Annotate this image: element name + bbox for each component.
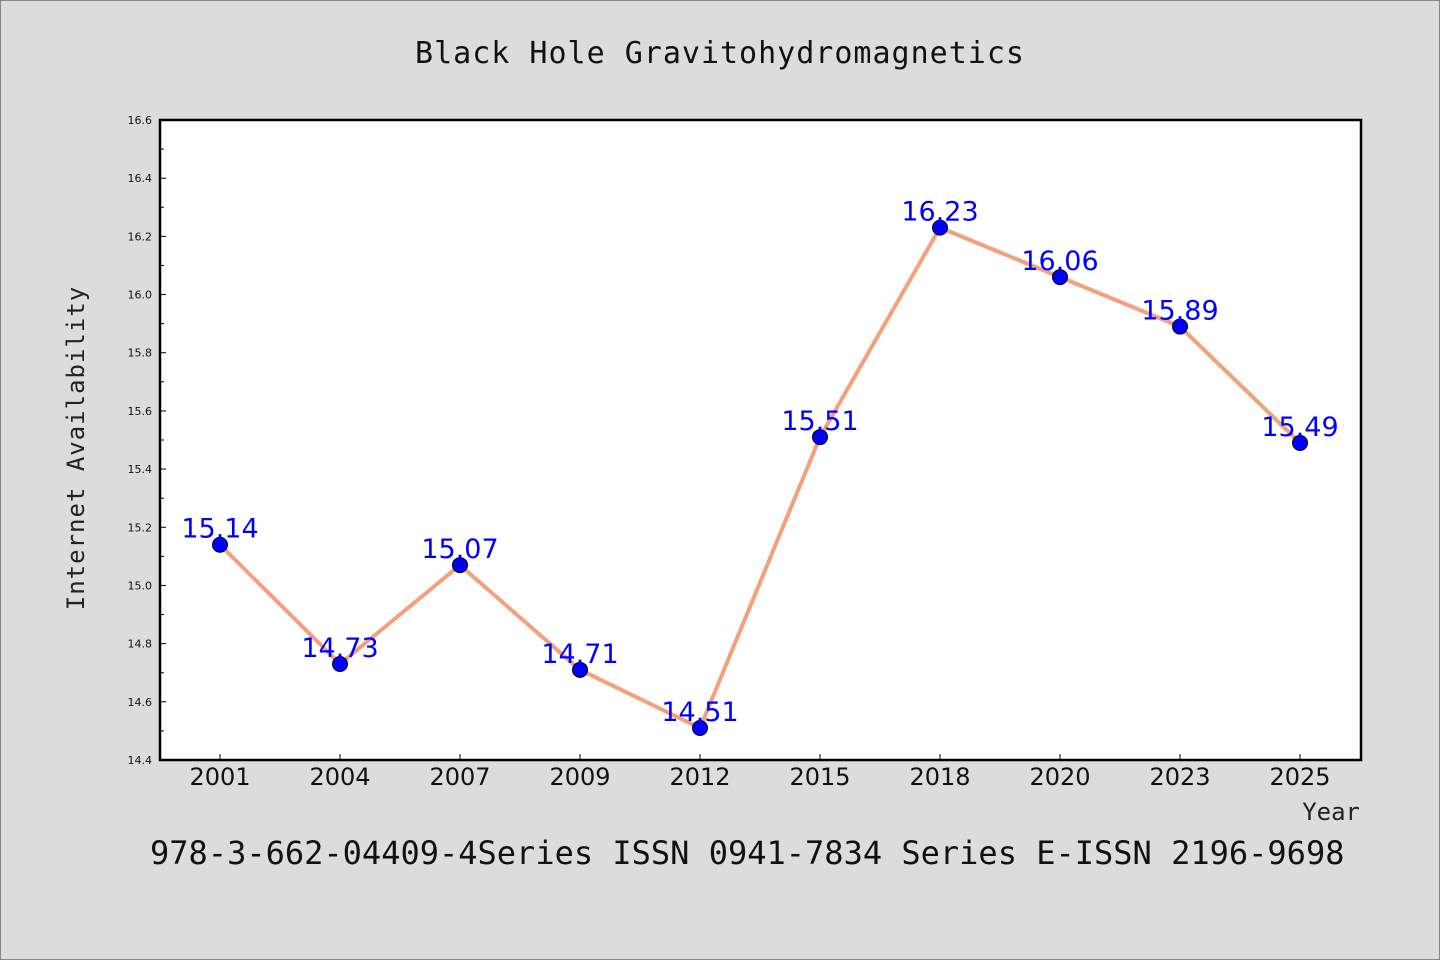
x-tick-label: 2012 xyxy=(669,763,730,791)
series-line xyxy=(218,225,1302,730)
x-tick-label: 2015 xyxy=(789,763,850,791)
data-point xyxy=(1292,434,1308,451)
data-point xyxy=(212,536,228,553)
x-tick-label: 2004 xyxy=(309,763,370,791)
y-tick-label: 16.2 xyxy=(128,230,153,243)
x-tick-label: 2025 xyxy=(1269,763,1330,791)
data-point xyxy=(1172,318,1188,335)
data-point xyxy=(572,661,588,678)
data-label: 16.23 xyxy=(901,197,978,228)
y-tick-label: 14.8 xyxy=(128,638,153,651)
x-tick-label: 2018 xyxy=(909,763,970,791)
data-label: 14.71 xyxy=(541,639,618,670)
data-point xyxy=(692,720,708,736)
data-label: 16.06 xyxy=(1021,246,1098,277)
data-label: 14.73 xyxy=(301,633,378,664)
y-tick-label: 14.4 xyxy=(128,754,153,767)
data-label: 15.49 xyxy=(1261,412,1338,443)
x-tick-label: 2001 xyxy=(189,763,250,791)
data-label: 15.89 xyxy=(1141,296,1218,327)
chart-title: Black Hole Gravitohydromagnetics xyxy=(415,36,1025,71)
x-tick-label: 2009 xyxy=(549,763,610,791)
isbn-footer: 978-3-662-04409-4Series ISSN 0941-7834 S… xyxy=(150,834,1344,872)
data-point xyxy=(1052,269,1068,286)
y-axis-label: Internet Availability xyxy=(62,286,90,610)
data-point xyxy=(452,557,468,574)
y-tick-label: 15.2 xyxy=(128,521,153,534)
y-tick-label: 15.4 xyxy=(128,463,153,476)
data-point xyxy=(932,219,948,236)
data-label: 15.07 xyxy=(421,534,498,565)
series-line-group xyxy=(218,225,1302,730)
y-tick-label: 15.6 xyxy=(128,405,153,418)
data-point xyxy=(812,429,828,446)
x-tick-label: 2023 xyxy=(1149,763,1210,791)
data-labels: 15.14 14.73 15.07 14.71 14.51 15.51 16.23 16.06… xyxy=(181,197,1338,728)
y-tick-label: 16.6 xyxy=(128,114,153,127)
y-tick-label: 14.6 xyxy=(128,696,153,709)
plot-area xyxy=(158,118,1363,762)
x-axis-ticks: 2001 2004 2007 2009 2012 2015 2018 2020 2023 2025 xyxy=(189,754,1331,791)
y-tick-label: 16.4 xyxy=(128,172,153,185)
x-tick-label: 2007 xyxy=(429,763,490,791)
data-point xyxy=(332,656,348,672)
y-tick-label: 15.8 xyxy=(128,347,153,360)
x-tick-label: 2020 xyxy=(1029,763,1090,791)
y-axis-ticks: 14.4 14.6 14.8 15.0 15.2 15.4 15.6 15.8 16.0 16.2… xyxy=(128,114,166,767)
data-markers xyxy=(212,219,1308,736)
data-label: 15.14 xyxy=(181,514,258,545)
data-label: 15.51 xyxy=(781,406,858,437)
x-axis-label: Year xyxy=(1302,798,1360,826)
data-label: 14.51 xyxy=(661,697,738,728)
y-tick-label: 15.0 xyxy=(128,579,153,592)
y-tick-label: 16.0 xyxy=(128,289,153,302)
